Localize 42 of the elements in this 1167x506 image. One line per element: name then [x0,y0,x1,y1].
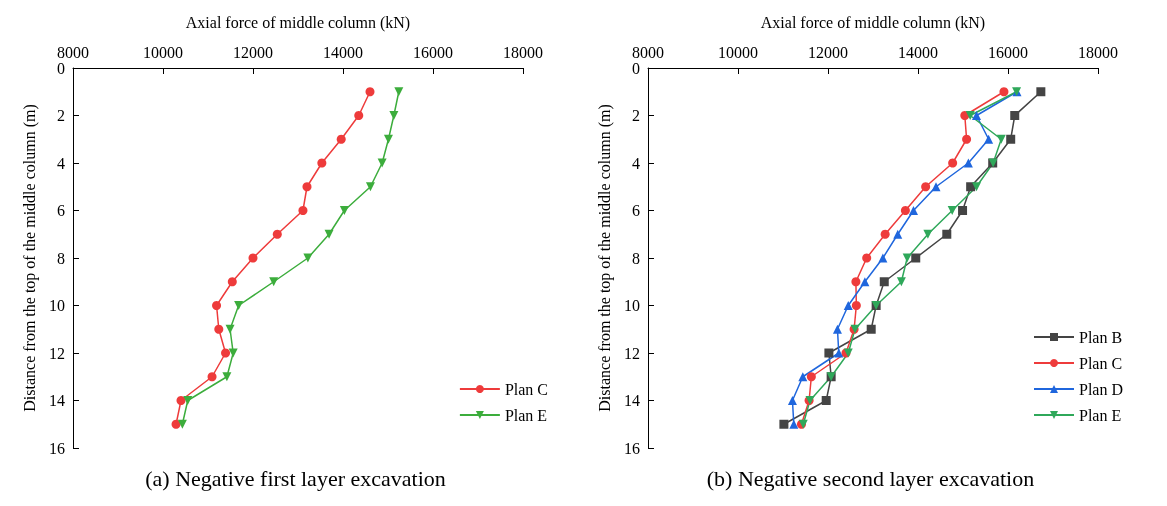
y-tick-label: 4 [632,154,640,172]
y-tick-label: 2 [57,107,65,124]
legend-label: Plan C [504,380,549,398]
legend-label: Plan C [1079,354,1123,372]
y-tick-label: 8 [632,249,640,267]
x-tick-label: 8000 [57,43,89,61]
x-tick-label: 10000 [143,43,183,61]
x-tick-label: 18000 [503,43,543,61]
x-tick-label: 14000 [323,43,363,61]
y-tick-label: 6 [57,202,65,219]
x-tick-label: 12000 [808,43,848,61]
x-tick-label: 14000 [898,43,938,61]
y-tick-label: 12 [49,344,65,362]
y-axis-title: Distance from the top of the middle column (m) [20,104,39,412]
y-tick-label: 10 [624,297,640,314]
text: (a) Negative first layer excavation [145,465,446,491]
y-tick-label: 14 [49,392,65,409]
x-tick-label: 10000 [718,43,758,61]
text: (b) Negative second layer excavation [706,465,1035,491]
y-tick-label: 2 [632,107,640,124]
y-tick-label: 8 [57,249,65,267]
y-axis-title: Distance from the top of the middle column (m) [595,104,614,412]
y-tick-label: 16 [624,439,640,457]
x-tick-label: 12000 [233,43,273,61]
y-tick-label: 6 [632,202,640,219]
y-tick-label: 10 [49,297,65,314]
x-tick-label: 16000 [413,43,453,61]
x-axis-title: Axial force of middle column (kN) [760,13,986,32]
y-tick-label: 16 [49,439,65,457]
x-tick-label: 16000 [988,43,1028,61]
x-tick-label: 18000 [1078,43,1118,61]
x-tick-label: 8000 [632,43,664,61]
legend-label: Plan E [1079,406,1122,424]
y-tick-label: 12 [624,344,640,362]
x-axis-title: Axial force of middle column (kN) [185,13,411,32]
y-tick-label: 0 [632,59,640,77]
y-tick-label: 0 [57,59,65,77]
y-tick-label: 14 [624,392,640,409]
legend-label: Plan B [1079,328,1123,346]
legend-label: Plan D [1079,380,1123,398]
legend-label: Plan E [504,406,548,424]
y-tick-label: 4 [57,154,65,172]
